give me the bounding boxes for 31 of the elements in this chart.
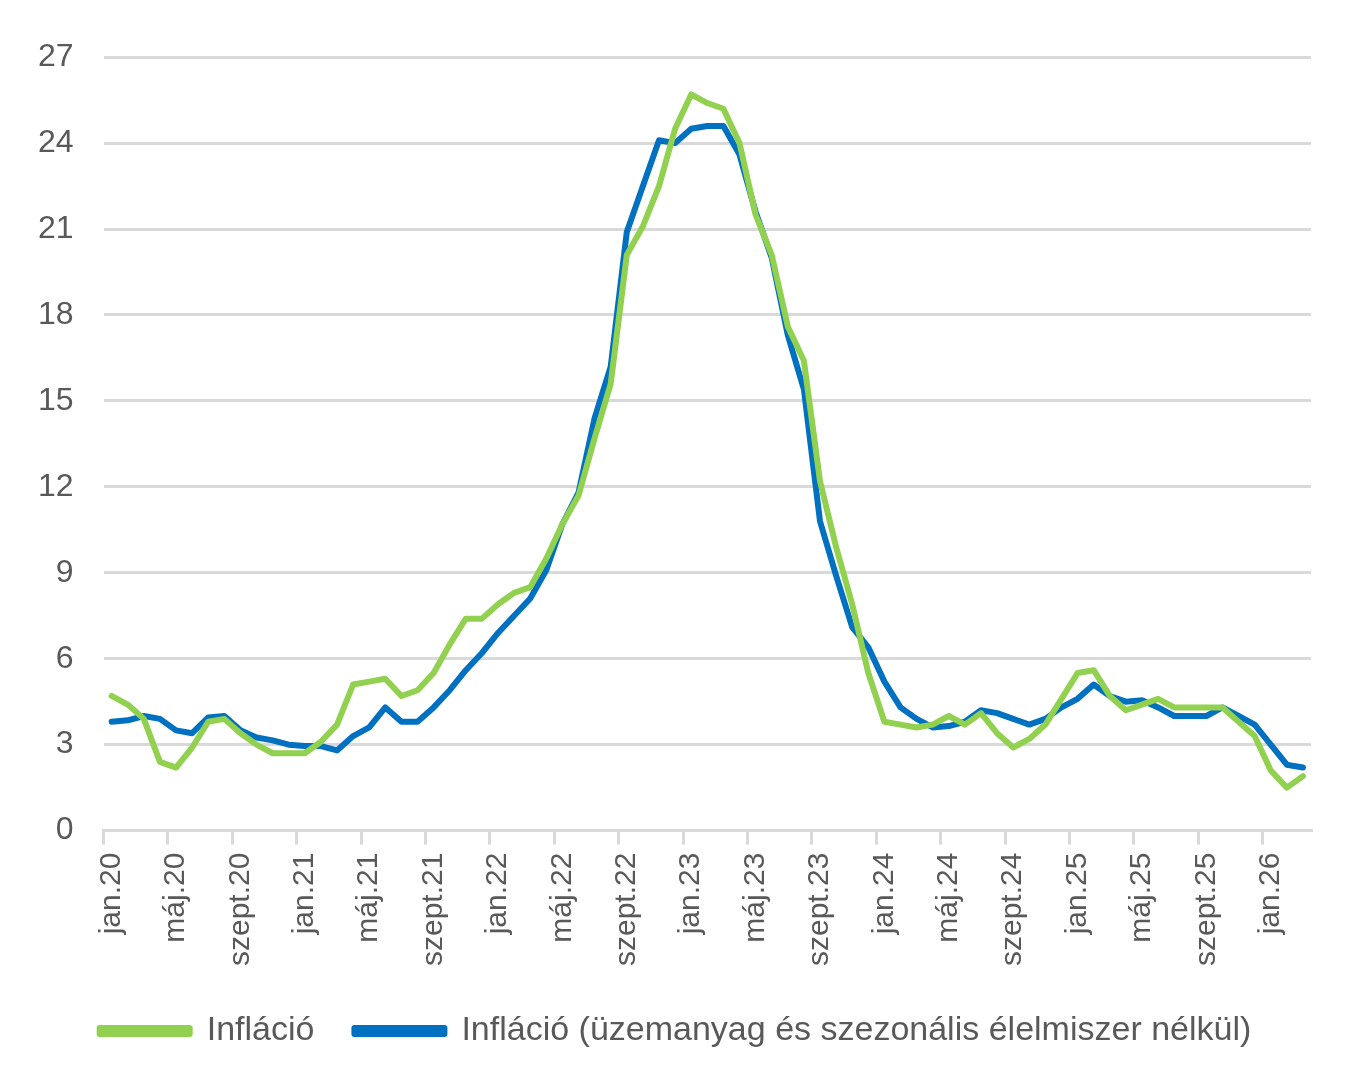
- y-tick-label: 12: [38, 466, 74, 503]
- x-tick-label: máj.22: [543, 852, 577, 943]
- x-tick-label: szept.20: [221, 852, 255, 967]
- x-tick-label: máj.24: [930, 852, 964, 943]
- y-tick-label: 27: [38, 37, 74, 74]
- x-tick-label: jan.22: [479, 852, 513, 936]
- x-tick-label: jan.26: [1252, 852, 1286, 936]
- legend-label: Infláció (üzemanyag és szezonális élelmiszer nélkül): [461, 1009, 1252, 1048]
- y-tick-label: 15: [38, 380, 74, 417]
- x-tick-label: jan.21: [286, 852, 320, 936]
- x-tick-label: máj.21: [350, 852, 384, 943]
- y-tick-label: 18: [38, 294, 74, 331]
- y-tick-label: 9: [55, 552, 74, 589]
- legend-label: Infláció: [206, 1009, 315, 1048]
- x-tick-label: szept.25: [1187, 852, 1221, 967]
- x-tick-label: szept.24: [994, 852, 1028, 967]
- x-tick-label: jan.25: [1058, 852, 1092, 936]
- x-tick-label: szept.21: [414, 852, 448, 967]
- x-tick-label: szept.23: [801, 852, 835, 967]
- y-tick-label: 3: [55, 724, 74, 761]
- x-tick-label: jan.24: [865, 852, 899, 936]
- x-tick-label: jan.23: [672, 852, 706, 936]
- x-tick-label: máj.20: [157, 852, 191, 943]
- y-tick-label: 21: [38, 208, 74, 245]
- x-tick-label: máj.23: [736, 852, 770, 943]
- x-tick-label: szept.22: [608, 852, 642, 967]
- y-tick-label: 0: [55, 810, 74, 847]
- x-tick-label: máj.25: [1123, 852, 1157, 943]
- x-tick-label: jan.20: [92, 852, 126, 936]
- y-tick-label: 6: [55, 638, 74, 675]
- y-tick-label: 24: [38, 122, 74, 159]
